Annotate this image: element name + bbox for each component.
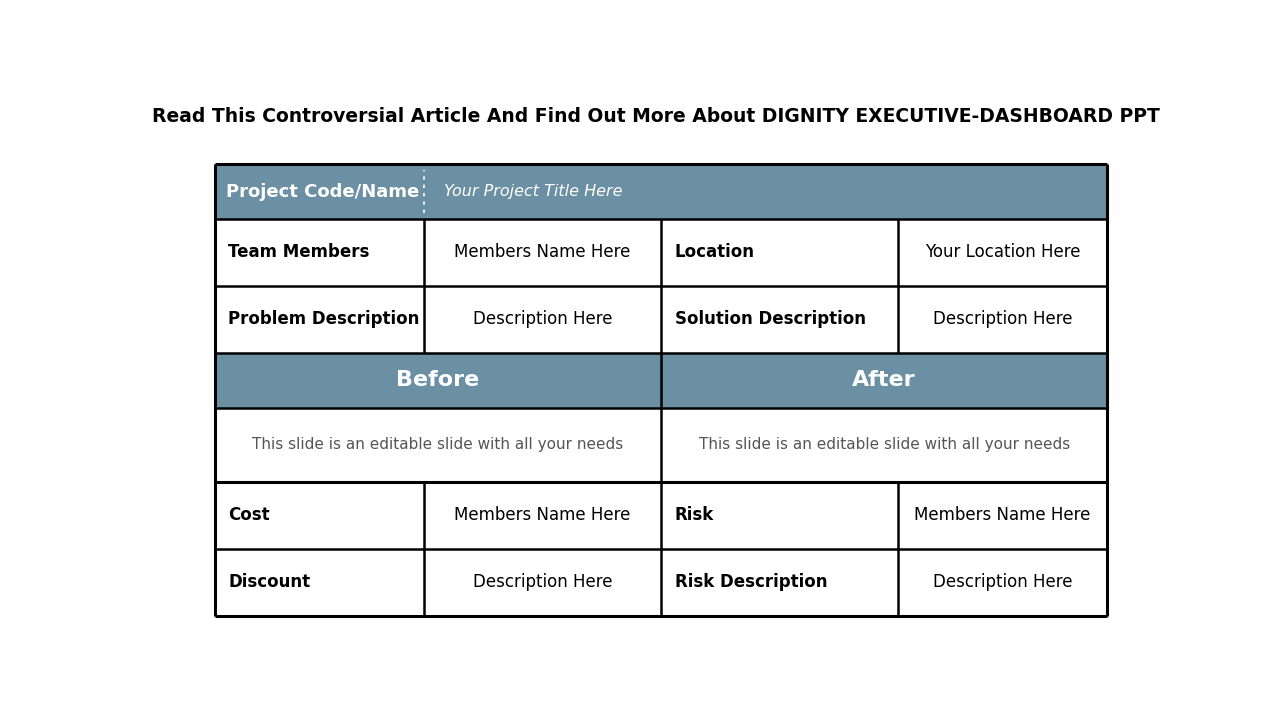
Text: Description Here: Description Here: [933, 310, 1073, 328]
Text: Members Name Here: Members Name Here: [454, 506, 631, 524]
Bar: [215, 164, 1107, 219]
Text: Members Name Here: Members Name Here: [454, 243, 631, 261]
Text: Solution Description: Solution Description: [675, 310, 865, 328]
Bar: [215, 219, 1107, 286]
Text: Before: Before: [396, 370, 480, 390]
Bar: [215, 408, 1107, 482]
Text: Cost: Cost: [228, 506, 270, 524]
Text: Risk Description: Risk Description: [675, 573, 827, 591]
Text: This slide is an editable slide with all your needs: This slide is an editable slide with all…: [252, 438, 623, 452]
Text: This slide is an editable slide with all your needs: This slide is an editable slide with all…: [699, 438, 1070, 452]
Bar: [215, 482, 1107, 549]
Bar: [215, 353, 1107, 408]
Bar: [215, 549, 1107, 616]
Text: Project Code/Name: Project Code/Name: [227, 182, 420, 200]
Text: Description Here: Description Here: [933, 573, 1073, 591]
Text: Your Location Here: Your Location Here: [924, 243, 1080, 261]
Text: Discount: Discount: [228, 573, 311, 591]
Text: Description Here: Description Here: [472, 310, 612, 328]
Text: After: After: [852, 370, 916, 390]
Text: Description Here: Description Here: [472, 573, 612, 591]
Text: Your Project Title Here: Your Project Title Here: [444, 184, 622, 199]
Text: Location: Location: [675, 243, 755, 261]
Text: Risk: Risk: [675, 506, 714, 524]
Text: Members Name Here: Members Name Here: [914, 506, 1091, 524]
Text: Problem Description: Problem Description: [228, 310, 420, 328]
Text: Read This Controversial Article And Find Out More About DIGNITY EXECUTIVE-DASHBO: Read This Controversial Article And Find…: [152, 107, 1160, 127]
Text: Team Members: Team Members: [228, 243, 370, 261]
Bar: [215, 286, 1107, 353]
